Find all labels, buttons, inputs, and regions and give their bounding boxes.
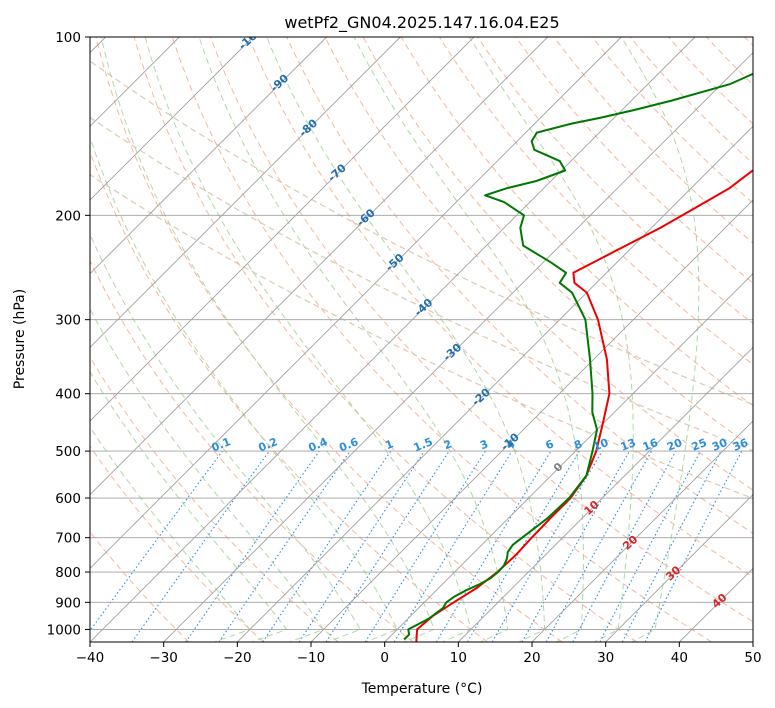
dry-adiabat — [90, 259, 414, 642]
moist-adiabat — [90, 308, 325, 642]
dry-adiabat — [171, 37, 712, 642]
x-tick-label: −30 — [149, 650, 178, 666]
isotherm-line — [90, 37, 548, 496]
dry-adiabat — [477, 37, 753, 325]
mixing-ratio-label: 16 — [641, 436, 660, 454]
isotherm-line — [90, 37, 327, 275]
isotherm-line — [90, 37, 401, 348]
dry-adiabat — [248, 37, 753, 578]
mixing-ratio-line — [545, 450, 653, 642]
moist-adiabat — [90, 370, 288, 642]
isotherm-line — [90, 37, 696, 642]
mixing-ratio-label: 8 — [572, 437, 584, 452]
y-tick-label: 400 — [55, 387, 81, 403]
dry-adiabat — [90, 445, 264, 642]
moist-adiabat — [198, 37, 509, 642]
y-axis-label: Pressure (hPa) — [12, 289, 28, 389]
dry-adiabat — [629, 37, 753, 165]
isotherm-line — [90, 37, 254, 201]
mixing-ratio-line — [325, 450, 450, 642]
dry-adiabat — [515, 37, 753, 284]
plot-labels: 0.1 0.2 0.4 0.6 1 1.5 2 3 4 6 8 10 13 16 20 25 30 36-100-… — [210, 37, 751, 611]
isotherm-line — [384, 273, 753, 642]
mixing-ratio-line — [218, 450, 351, 642]
mixing-ratio-line — [644, 450, 743, 642]
mixing-ratio-line — [298, 450, 425, 642]
mixing-ratio-label: 30 — [710, 436, 729, 454]
dry-adiabat — [400, 37, 753, 407]
dry-adiabat — [210, 37, 753, 623]
x-tick-label: 0 — [380, 650, 389, 666]
x-tick-label: 40 — [671, 650, 688, 666]
axes: −40 −30 −20 −10 0 10 20 30 40 50 100 200 300 400 500 60… — [47, 30, 762, 666]
y-tick-label: 900 — [55, 595, 81, 611]
moist-adiabat — [100, 37, 435, 642]
dry-adiabat — [591, 37, 753, 204]
moist-adiabat — [90, 426, 251, 642]
mixing-ratio-line — [131, 450, 270, 642]
mixing-ratio-label: 3 — [478, 437, 490, 452]
y-tick-label: 200 — [55, 208, 81, 224]
mixing-ratio-label: 20 — [665, 436, 684, 454]
mixing-ratio-label: 13 — [619, 436, 638, 454]
mixing-ratio-label: 36 — [731, 436, 750, 454]
moist-adiabat — [90, 135, 398, 642]
x-tick-label: 30 — [597, 650, 614, 666]
isotherm-line — [605, 494, 753, 642]
isotherm-line — [310, 199, 753, 642]
mixing-ratio-label: 25 — [690, 436, 709, 454]
y-tick-label: 300 — [55, 313, 81, 329]
isotherm-line — [90, 37, 475, 422]
isotherm-line — [531, 420, 753, 642]
mixing-ratio-line — [521, 450, 630, 642]
x-tick-label: 20 — [523, 650, 540, 666]
x-tick-label: 50 — [744, 650, 761, 666]
mixing-ratio-label: 1 — [383, 437, 395, 452]
mixing-ratio-label: 2 — [442, 437, 454, 452]
isotherm-line — [458, 346, 753, 642]
mixing-ratio-line — [90, 450, 223, 632]
isotherm-line — [237, 125, 753, 642]
x-tick-label: −20 — [223, 650, 252, 666]
moist-adiabat — [90, 232, 362, 642]
y-tick-label: 800 — [55, 565, 81, 581]
x-tick-label: −10 — [297, 650, 326, 666]
dry-adiabat — [133, 37, 638, 642]
dewpoint-profile — [403, 72, 753, 641]
chart-title: wetPf2_GN04.2025.147.16.04.E25 — [284, 13, 559, 33]
y-tick-label: 700 — [55, 531, 81, 547]
y-tick-label: 1000 — [47, 622, 81, 638]
y-tick-label: 500 — [55, 444, 81, 460]
dry-adiabat — [95, 37, 563, 642]
moist-adiabat — [620, 37, 700, 642]
y-tick-label: 600 — [55, 491, 81, 507]
isotherm-line — [163, 52, 753, 642]
mixing-ratio-line — [572, 450, 677, 642]
moist-adiabat — [469, 37, 634, 642]
x-tick-label: −40 — [76, 650, 105, 666]
isotherm-line — [90, 37, 622, 569]
mixing-ratio-label: 10 — [591, 436, 610, 454]
x-axis-label: Temperature (°C) — [361, 681, 483, 697]
moist-adiabat — [144, 37, 472, 642]
x-tick-label: 10 — [450, 650, 467, 666]
plot-frame — [89, 36, 754, 643]
mixing-ratio-line — [262, 450, 392, 642]
plot-area — [90, 37, 753, 642]
y-tick-label: 100 — [55, 30, 81, 46]
moist-adiabat — [266, 37, 546, 642]
mixing-ratio-line — [185, 450, 320, 642]
mixing-ratio-line — [393, 450, 513, 642]
dry-adiabat — [324, 37, 753, 491]
